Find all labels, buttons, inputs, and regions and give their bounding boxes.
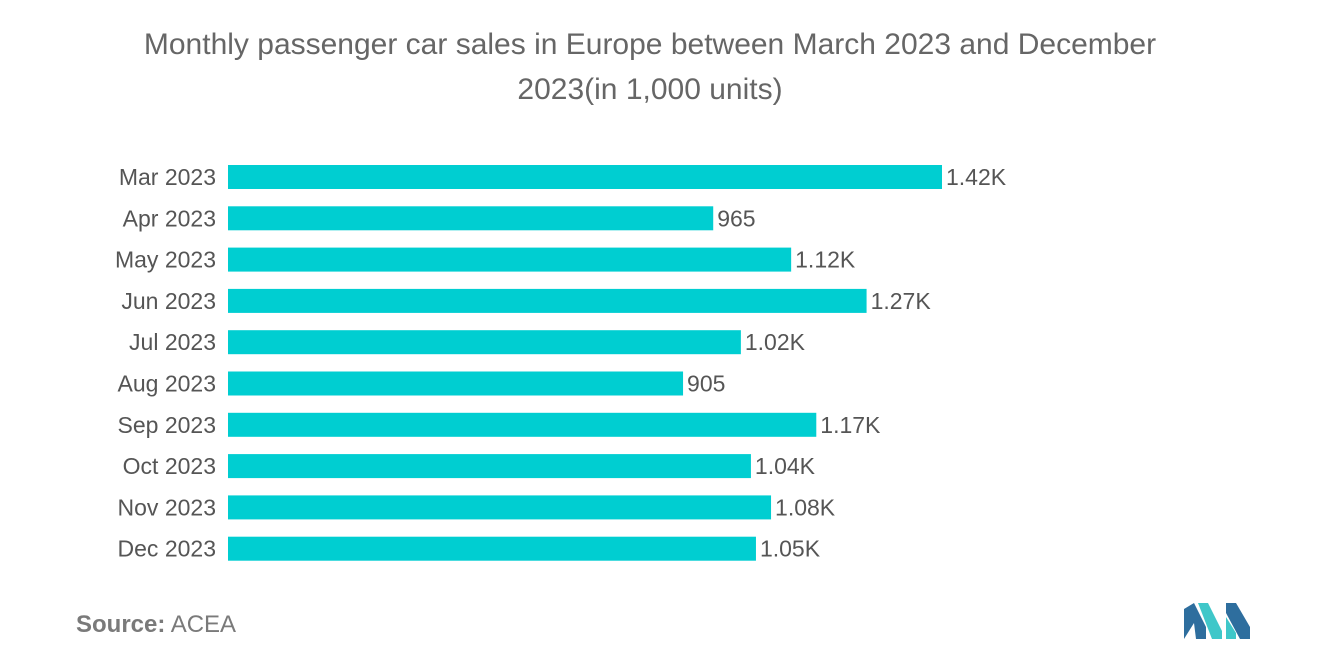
logo-shape-middle <box>1198 603 1222 639</box>
category-label: Aug 2023 <box>118 371 216 397</box>
category-label: Mar 2023 <box>119 164 216 190</box>
source-note: Source: ACEA <box>76 611 236 639</box>
source-value: ACEA <box>170 611 237 638</box>
category-label: Oct 2023 <box>123 453 216 479</box>
data-label: 1.17K <box>820 412 881 438</box>
bar <box>228 495 772 520</box>
data-label: 1.02K <box>745 329 806 355</box>
data-label: 1.08K <box>775 494 836 520</box>
category-label: Apr 2023 <box>123 205 216 231</box>
data-label: 965 <box>717 205 755 231</box>
data-label: 1.42K <box>946 164 1007 190</box>
bar <box>228 165 942 189</box>
logo-shape-left <box>1184 603 1206 639</box>
bar <box>228 536 756 561</box>
source-label: Source: <box>76 611 166 638</box>
data-label: 905 <box>687 371 725 397</box>
bar <box>228 371 684 396</box>
data-label: 1.05K <box>760 536 821 562</box>
bar <box>228 412 817 437</box>
logo-shape-right-accent <box>1226 617 1236 639</box>
mordor-intelligence-logo-icon <box>1184 603 1250 639</box>
bar <box>228 247 792 272</box>
data-label: 1.27K <box>871 288 932 314</box>
bar <box>228 454 751 479</box>
data-label: 1.12K <box>795 247 856 273</box>
data-label: 1.04K <box>755 453 816 479</box>
bar <box>228 288 867 313</box>
bar <box>228 330 741 355</box>
chart-title: Monthly passenger car sales in Europe be… <box>143 28 1157 106</box>
category-label: Dec 2023 <box>118 536 216 562</box>
category-label: Nov 2023 <box>118 494 216 520</box>
category-label: Sep 2023 <box>118 412 216 438</box>
category-label: Jul 2023 <box>129 329 216 355</box>
category-label: Jun 2023 <box>121 288 216 314</box>
logo-shape-right <box>1226 603 1250 639</box>
category-label: May 2023 <box>115 247 216 273</box>
bar <box>228 206 714 231</box>
